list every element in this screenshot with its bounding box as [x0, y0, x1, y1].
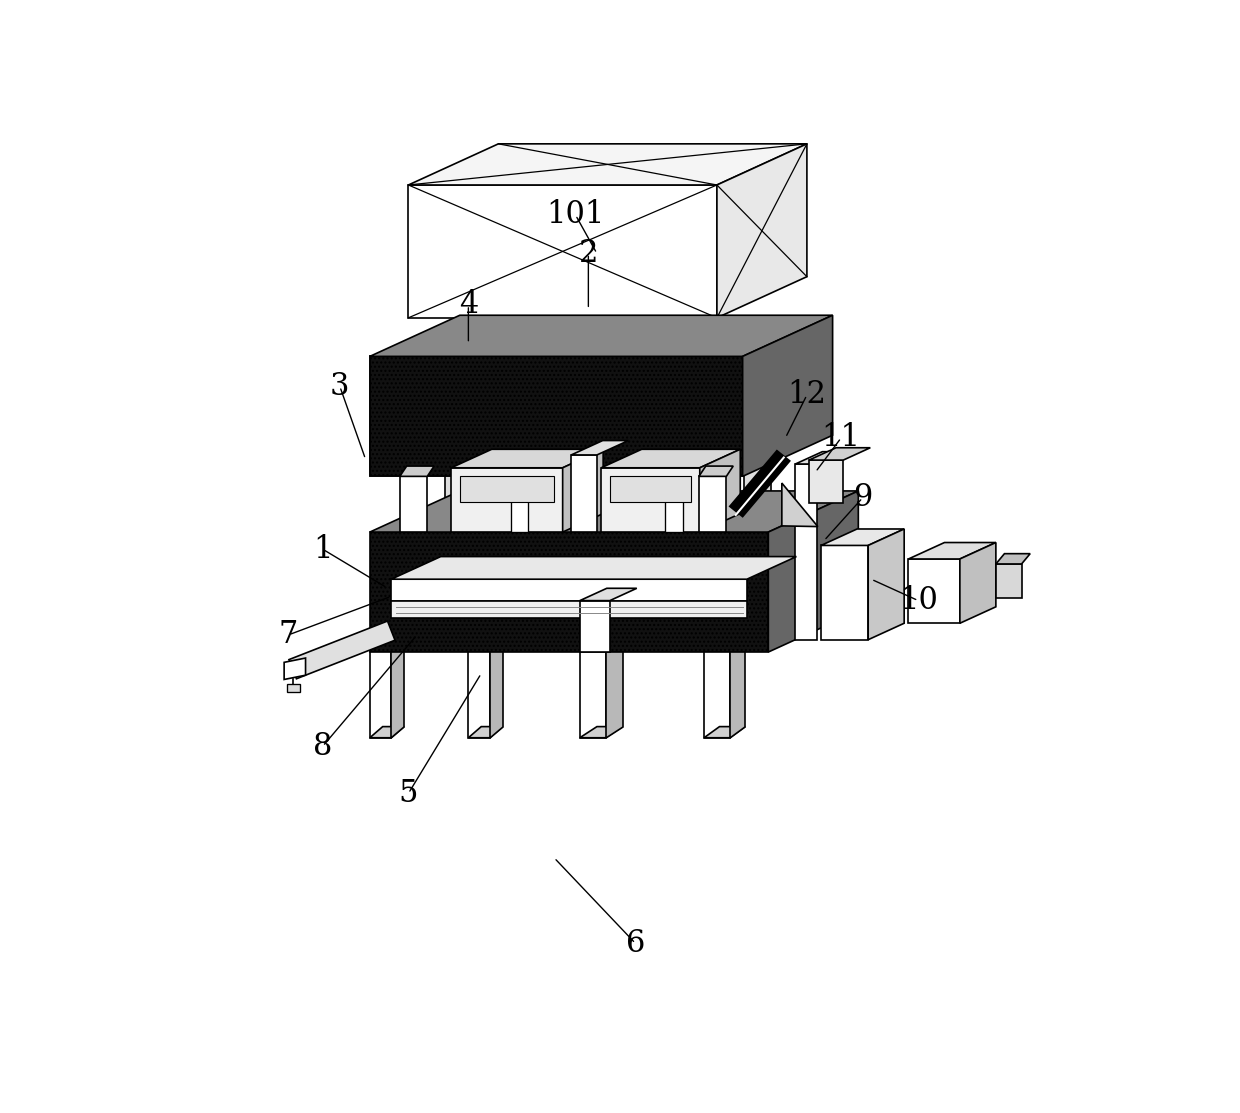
Polygon shape — [909, 559, 960, 623]
Polygon shape — [469, 727, 502, 738]
Polygon shape — [808, 447, 870, 460]
Text: 4: 4 — [459, 289, 477, 321]
Text: 1: 1 — [312, 534, 332, 564]
Polygon shape — [580, 727, 622, 738]
Polygon shape — [370, 532, 769, 652]
Polygon shape — [399, 466, 434, 476]
Polygon shape — [580, 652, 605, 738]
Polygon shape — [563, 450, 603, 532]
Text: 6: 6 — [626, 928, 645, 959]
Polygon shape — [580, 589, 637, 601]
Polygon shape — [370, 491, 858, 532]
Polygon shape — [490, 652, 502, 738]
Polygon shape — [699, 450, 740, 532]
Polygon shape — [744, 456, 771, 512]
Polygon shape — [769, 491, 858, 652]
Polygon shape — [730, 652, 745, 738]
Polygon shape — [284, 658, 305, 679]
Polygon shape — [399, 476, 428, 532]
Polygon shape — [370, 727, 404, 738]
Polygon shape — [408, 185, 717, 318]
Polygon shape — [909, 542, 996, 559]
Polygon shape — [610, 476, 691, 502]
Polygon shape — [605, 652, 622, 738]
Polygon shape — [469, 652, 490, 738]
Text: 5: 5 — [398, 778, 418, 809]
Polygon shape — [699, 476, 727, 532]
Polygon shape — [821, 529, 904, 545]
Polygon shape — [286, 683, 300, 692]
Polygon shape — [730, 451, 790, 516]
Polygon shape — [370, 652, 392, 738]
Text: 10: 10 — [899, 585, 937, 617]
Polygon shape — [960, 542, 996, 623]
Text: 7: 7 — [279, 620, 298, 650]
Polygon shape — [782, 483, 818, 526]
Polygon shape — [572, 441, 629, 455]
Polygon shape — [572, 455, 596, 532]
Polygon shape — [392, 579, 746, 601]
Polygon shape — [868, 529, 904, 640]
Polygon shape — [704, 727, 745, 738]
Polygon shape — [370, 356, 743, 476]
Polygon shape — [743, 315, 832, 476]
Polygon shape — [821, 545, 868, 640]
Polygon shape — [445, 456, 472, 512]
Polygon shape — [580, 601, 610, 652]
Polygon shape — [451, 467, 563, 532]
Text: 12: 12 — [787, 380, 826, 411]
Text: 3: 3 — [330, 371, 350, 402]
Polygon shape — [392, 556, 796, 579]
Polygon shape — [601, 450, 740, 467]
Text: 8: 8 — [312, 731, 332, 761]
Polygon shape — [699, 466, 733, 476]
Polygon shape — [451, 450, 603, 467]
Polygon shape — [392, 652, 404, 738]
Polygon shape — [795, 452, 843, 464]
Polygon shape — [289, 621, 396, 679]
Text: 11: 11 — [822, 422, 861, 453]
Polygon shape — [795, 464, 817, 640]
Text: 2: 2 — [579, 238, 598, 269]
Polygon shape — [717, 144, 807, 318]
Text: 9: 9 — [853, 482, 872, 513]
Polygon shape — [511, 498, 528, 532]
Polygon shape — [370, 315, 832, 356]
Polygon shape — [370, 356, 743, 476]
Polygon shape — [392, 601, 746, 618]
Polygon shape — [704, 652, 730, 738]
Polygon shape — [996, 564, 1022, 598]
Polygon shape — [460, 476, 554, 502]
Text: 101: 101 — [547, 199, 605, 230]
Polygon shape — [808, 460, 843, 503]
Polygon shape — [408, 144, 807, 185]
Polygon shape — [666, 498, 683, 532]
Polygon shape — [601, 467, 699, 532]
Polygon shape — [996, 553, 1030, 564]
